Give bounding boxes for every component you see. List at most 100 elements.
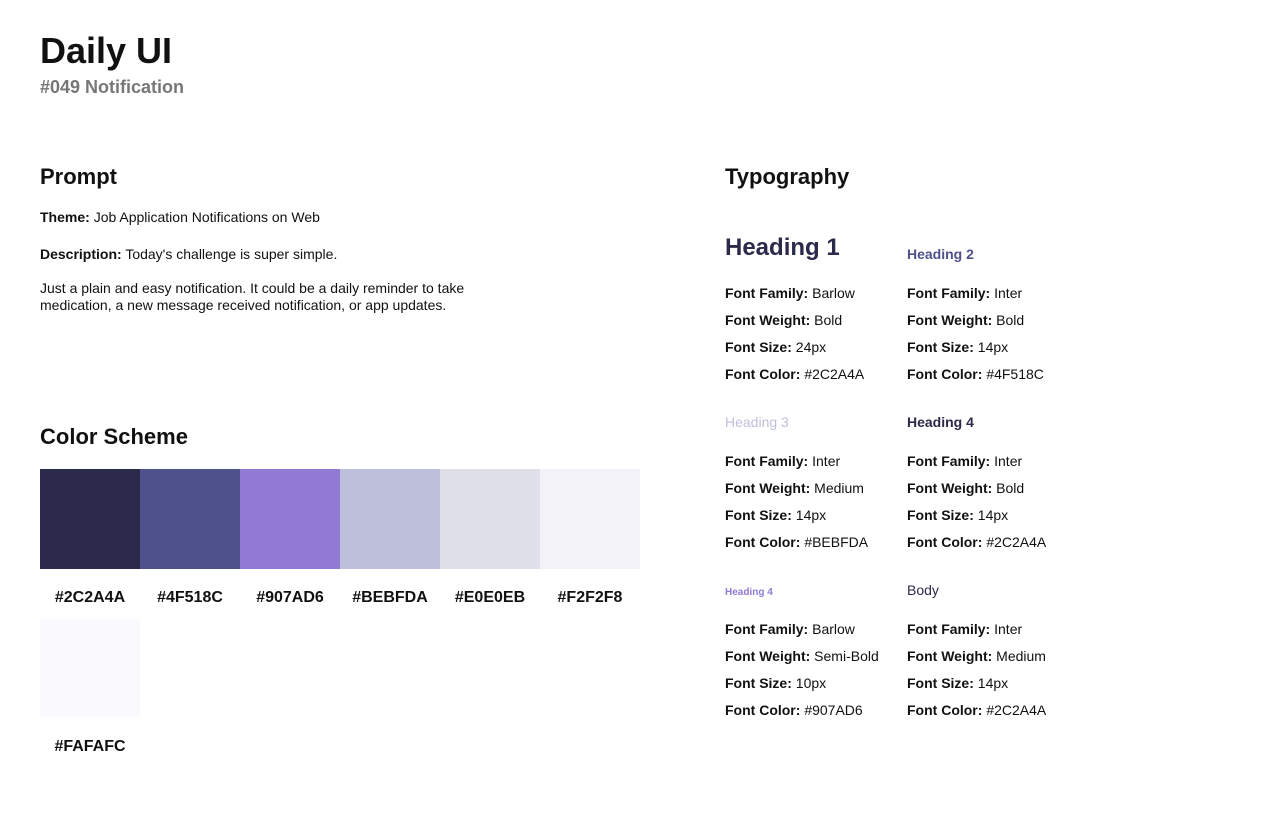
prop-value: #4F518C bbox=[986, 366, 1044, 382]
prop-label: Font Family: bbox=[725, 285, 809, 301]
prop-value: Medium bbox=[996, 648, 1046, 664]
prop-value: Inter bbox=[994, 285, 1023, 301]
type-prop: Font Weight: Bold bbox=[907, 312, 1024, 329]
prop-value: Inter bbox=[994, 621, 1023, 637]
prop-value: #2C2A4A bbox=[986, 534, 1047, 550]
value: Today's challenge is super simple. bbox=[125, 246, 338, 262]
type-sample: Heading 4 bbox=[907, 414, 974, 431]
prop-label: Font Size: bbox=[725, 675, 792, 691]
prop-value: Bold bbox=[814, 312, 843, 328]
prop-value: 24px bbox=[795, 339, 827, 355]
prop-label: Font Color: bbox=[907, 534, 983, 550]
color-label: #E0E0EB bbox=[454, 589, 526, 606]
prop-label: Font Weight: bbox=[907, 480, 993, 496]
type-prop: Font Family: Inter bbox=[907, 621, 1022, 638]
prop-label: Font Family: bbox=[907, 453, 991, 469]
prop-value: 14px bbox=[977, 339, 1009, 355]
type-prop: Font Family: Inter bbox=[907, 285, 1022, 302]
prompt-body: Just a plain and easy notification. It c… bbox=[40, 280, 465, 313]
prop-label: Font Family: bbox=[907, 621, 991, 637]
color-swatch bbox=[240, 469, 340, 569]
prop-value: Barlow bbox=[812, 621, 855, 637]
section-heading: Typography bbox=[725, 164, 850, 189]
type-prop: Font Color: #4F518C bbox=[907, 366, 1044, 383]
prop-value: Medium bbox=[814, 480, 864, 496]
type-prop: Font Size: 14px bbox=[725, 507, 826, 524]
color-swatch bbox=[140, 469, 240, 569]
prop-value: Inter bbox=[994, 453, 1023, 469]
prop-value: 14px bbox=[977, 507, 1009, 523]
prop-value: #2C2A4A bbox=[986, 702, 1047, 718]
prop-label: Font Color: bbox=[725, 534, 801, 550]
type-prop: Font Color: #2C2A4A bbox=[725, 366, 864, 383]
color-swatch bbox=[540, 469, 640, 569]
label: Description: bbox=[40, 246, 122, 262]
type-prop: Font Color: #2C2A4A bbox=[907, 702, 1046, 719]
type-sample: Heading 1 bbox=[725, 234, 840, 262]
type-prop: Font Family: Barlow bbox=[725, 285, 855, 302]
color-label: #F2F2F8 bbox=[557, 589, 623, 606]
type-prop: Font Weight: Medium bbox=[907, 648, 1046, 665]
type-prop: Font Color: #907AD6 bbox=[725, 702, 863, 719]
prop-label: Font Weight: bbox=[725, 480, 811, 496]
type-prop: Font Weight: Bold bbox=[725, 312, 842, 329]
type-prop: Font Color: #2C2A4A bbox=[907, 534, 1046, 551]
color-swatch bbox=[440, 469, 540, 569]
color-label: #BEBFDA bbox=[352, 589, 428, 606]
prop-value: Inter bbox=[812, 453, 841, 469]
theme-line: Theme: Job Application Notifications on … bbox=[40, 209, 320, 226]
prop-value: 14px bbox=[977, 675, 1009, 691]
prop-label: Font Family: bbox=[907, 285, 991, 301]
type-sample: Body bbox=[907, 582, 939, 599]
description-line: Description: Today's challenge is super … bbox=[40, 246, 337, 263]
color-swatch bbox=[40, 618, 140, 718]
prop-value: 14px bbox=[795, 507, 827, 523]
color-label: #4F518C bbox=[157, 589, 223, 606]
section-heading: Color Scheme bbox=[40, 424, 188, 449]
prop-label: Font Color: bbox=[907, 702, 983, 718]
type-sample: Heading 4 bbox=[725, 587, 773, 598]
color-label: #907AD6 bbox=[256, 589, 324, 606]
prop-value: Bold bbox=[996, 480, 1025, 496]
prop-label: Font Weight: bbox=[907, 648, 993, 664]
prop-label: Font Color: bbox=[725, 702, 801, 718]
type-prop: Font Size: 14px bbox=[907, 339, 1008, 356]
type-prop: Font Weight: Medium bbox=[725, 480, 864, 497]
type-prop: Font Family: Barlow bbox=[725, 621, 855, 638]
page-subtitle: #049 Notification bbox=[40, 77, 185, 97]
prop-label: Font Size: bbox=[907, 507, 974, 523]
prop-value: 10px bbox=[795, 675, 827, 691]
value: Job Application Notifications on Web bbox=[93, 209, 320, 225]
section-heading: Prompt bbox=[40, 164, 117, 189]
prop-value: Semi-Bold bbox=[814, 648, 879, 664]
color-label: #2C2A4A bbox=[54, 589, 126, 606]
prop-label: Font Color: bbox=[725, 366, 801, 382]
prop-label: Font Family: bbox=[725, 453, 809, 469]
type-prop: Font Size: 14px bbox=[907, 507, 1008, 524]
type-prop: Font Weight: Bold bbox=[907, 480, 1024, 497]
type-sample: Heading 3 bbox=[725, 414, 789, 431]
prop-label: Font Size: bbox=[725, 507, 792, 523]
type-prop: Font Color: #BEBFDA bbox=[725, 534, 868, 551]
color-swatch bbox=[340, 469, 440, 569]
prop-label: Font Color: bbox=[907, 366, 983, 382]
prop-label: Font Size: bbox=[725, 339, 792, 355]
prop-value: #BEBFDA bbox=[804, 534, 869, 550]
prop-label: Font Weight: bbox=[725, 648, 811, 664]
prop-value: Bold bbox=[996, 312, 1025, 328]
type-prop: Font Weight: Semi-Bold bbox=[725, 648, 879, 665]
prop-label: Font Size: bbox=[907, 339, 974, 355]
type-prop: Font Size: 10px bbox=[725, 675, 826, 692]
prop-label: Font Weight: bbox=[725, 312, 811, 328]
prop-label: Font Family: bbox=[725, 621, 809, 637]
label: Theme: bbox=[40, 209, 90, 225]
type-sample: Heading 2 bbox=[907, 246, 974, 263]
page-title: Daily UI bbox=[40, 30, 173, 71]
type-prop: Font Family: Inter bbox=[907, 453, 1022, 470]
prop-label: Font Size: bbox=[907, 675, 974, 691]
prop-value: #907AD6 bbox=[804, 702, 863, 718]
prop-value: #2C2A4A bbox=[804, 366, 865, 382]
prop-label: Font Weight: bbox=[907, 312, 993, 328]
color-swatch bbox=[40, 469, 140, 569]
